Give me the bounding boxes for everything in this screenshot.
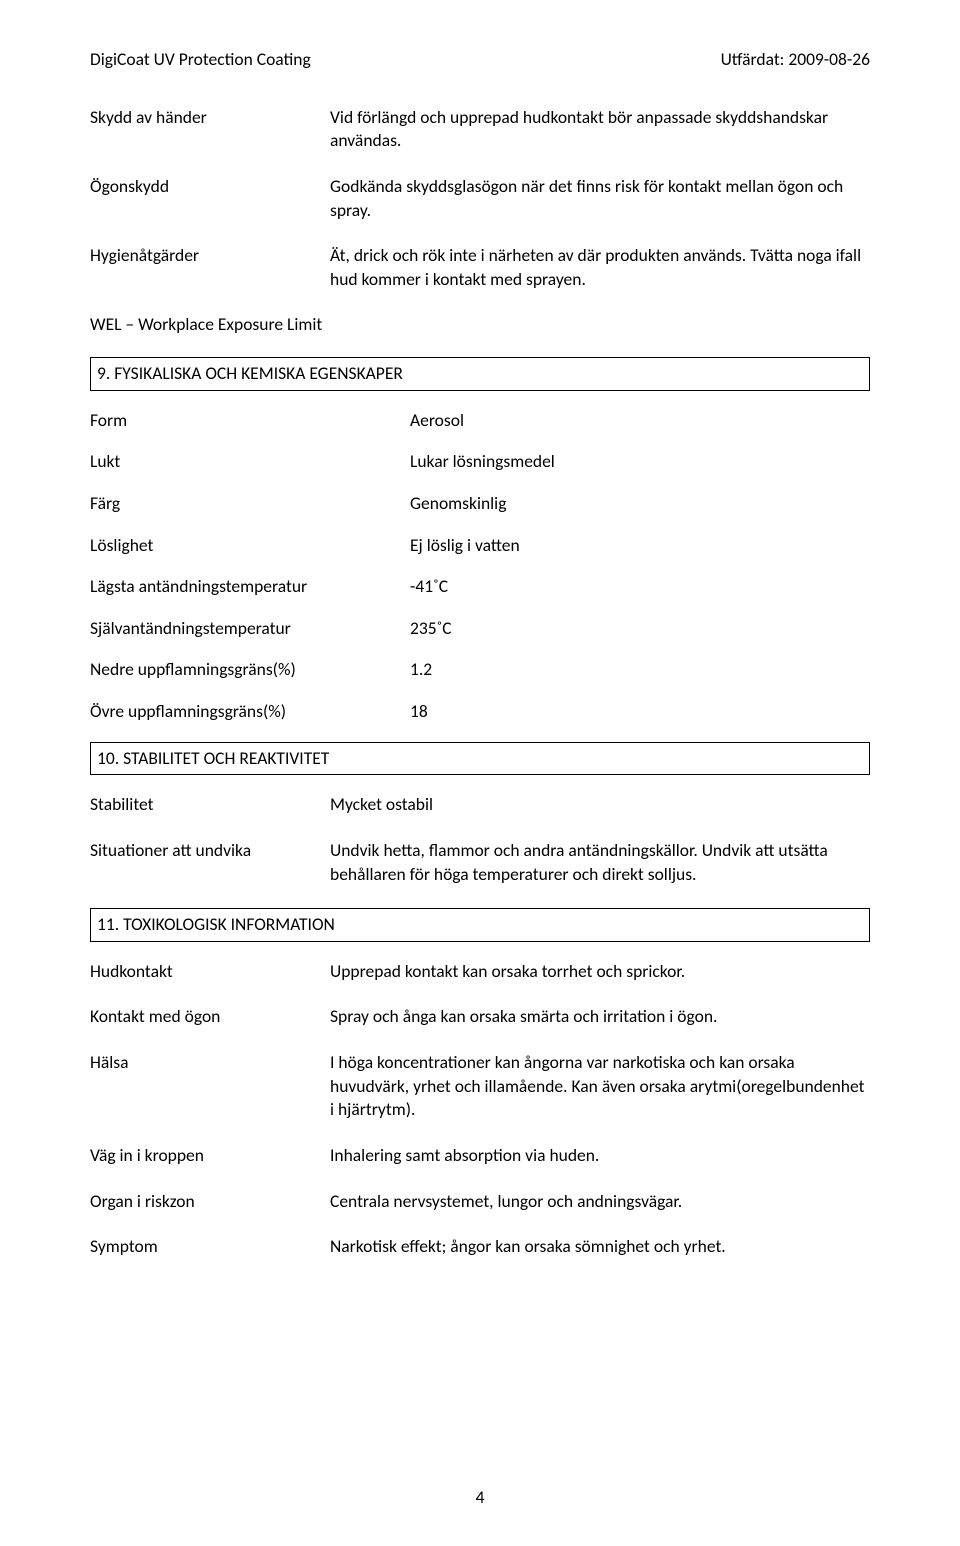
row-skin-contact: Hudkontakt Upprepad kontakt kan orsaka t… [90,960,870,984]
row-symptoms: Symptom Narkotisk effekt; ångor kan orsa… [90,1235,870,1259]
value-color: Genomskinlig [410,492,870,516]
label-form: Form [90,409,410,433]
value-ufl: 18 [410,700,870,724]
label-skin-contact: Hudkontakt [90,960,330,984]
section-11-header: 11. TOXIKOLOGISK INFORMATION [90,908,870,942]
value-health: I höga koncentrationer kan ångorna var n… [330,1051,870,1122]
section-9-header: 9. FYSIKALISKA OCH KEMISKA EGENSKAPER [90,357,870,391]
label-color: Färg [90,492,410,516]
row-stability: Stabilitet Mycket ostabil [90,793,870,817]
product-name: DigiCoat UV Protection Coating [90,48,311,72]
value-lfl: 1.2 [410,658,870,682]
label-ufl: Övre uppflamningsgräns(%) [90,700,410,724]
row-route-of-entry: Väg in i kroppen Inhalering samt absorpt… [90,1144,870,1168]
label-conditions-to-avoid: Situationer att undvika [90,839,330,863]
value-eye-protection: Godkända skyddsglasögon när det finns ri… [330,175,870,222]
label-lowest-ignition-temp: Lägsta antändningstemperatur [90,575,410,599]
row-odor: Lukt Lukar lösningsmedel [90,450,870,474]
value-conditions-to-avoid: Undvik hetta, flammor och andra antändni… [330,839,870,886]
label-health: Hälsa [90,1051,330,1075]
row-solubility: Löslighet Ej löslig i vatten [90,534,870,558]
value-route-of-entry: Inhalering samt absorption via huden. [330,1144,870,1168]
row-autoignition-temp: Självantändningstemperatur 235˚C [90,617,870,641]
label-autoignition-temp: Självantändningstemperatur [90,617,410,641]
value-symptoms: Narkotisk effekt; ångor kan orsaka sömni… [330,1235,870,1259]
value-stability: Mycket ostabil [330,793,870,817]
row-conditions-to-avoid: Situationer att undvika Undvik hetta, fl… [90,839,870,886]
label-eye-protection: Ögonskydd [90,175,330,199]
label-eye-contact: Kontakt med ögon [90,1005,330,1029]
label-route-of-entry: Väg in i kroppen [90,1144,330,1168]
label-symptoms: Symptom [90,1235,330,1259]
value-form: Aerosol [410,409,870,433]
value-target-organs: Centrala nervsystemet, lungor och andnin… [330,1190,870,1214]
label-solubility: Löslighet [90,534,410,558]
page: DigiCoat UV Protection Coating Utfärdat:… [0,0,960,1546]
value-odor: Lukar lösningsmedel [410,450,870,474]
row-upper-flammability-limit: Övre uppflamningsgräns(%) 18 [90,700,870,724]
label-target-organs: Organ i riskzon [90,1190,330,1214]
label-lfl: Nedre uppflamningsgräns(%) [90,658,410,682]
page-header: DigiCoat UV Protection Coating Utfärdat:… [90,48,870,72]
label-hygiene: Hygienåtgärder [90,244,330,268]
value-lowest-ignition-temp: -41˚C [410,575,870,599]
label-stability: Stabilitet [90,793,330,817]
row-eye-protection: Ögonskydd Godkända skyddsglasögon när de… [90,175,870,222]
label-odor: Lukt [90,450,410,474]
row-lower-flammability-limit: Nedre uppflamningsgräns(%) 1.2 [90,658,870,682]
row-health: Hälsa I höga koncentrationer kan ångorna… [90,1051,870,1122]
value-skin-contact: Upprepad kontakt kan orsaka torrhet och … [330,960,870,984]
issued-date: Utfärdat: 2009-08-26 [721,48,870,72]
value-eye-contact: Spray och ånga kan orsaka smärta och irr… [330,1005,870,1029]
label-hand-protection: Skydd av händer [90,106,330,130]
value-hygiene: Ät, drick och rök inte i närheten av där… [330,244,870,291]
wel-note: WEL – Workplace Exposure Limit [90,313,870,337]
value-solubility: Ej löslig i vatten [410,534,870,558]
row-form: Form Aerosol [90,409,870,433]
value-hand-protection: Vid förlängd och upprepad hudkontakt bör… [330,106,870,153]
value-autoignition-temp: 235˚C [410,617,870,641]
row-hand-protection: Skydd av händer Vid förlängd och upprepa… [90,106,870,153]
row-lowest-ignition-temp: Lägsta antändningstemperatur -41˚C [90,575,870,599]
section-10-header: 10. STABILITET OCH REAKTIVITET [90,742,870,776]
page-number: 4 [476,1486,485,1510]
row-eye-contact: Kontakt med ögon Spray och ånga kan orsa… [90,1005,870,1029]
row-target-organs: Organ i riskzon Centrala nervsystemet, l… [90,1190,870,1214]
row-color: Färg Genomskinlig [90,492,870,516]
row-hygiene: Hygienåtgärder Ät, drick och rök inte i … [90,244,870,291]
